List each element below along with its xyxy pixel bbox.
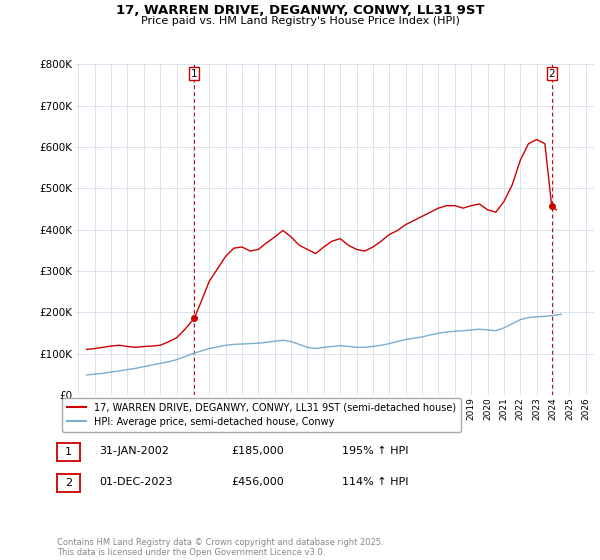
- Text: 01-DEC-2023: 01-DEC-2023: [99, 477, 173, 487]
- Text: 17, WARREN DRIVE, DEGANWY, CONWY, LL31 9ST: 17, WARREN DRIVE, DEGANWY, CONWY, LL31 9…: [116, 4, 484, 17]
- Text: 1: 1: [65, 447, 72, 457]
- Text: Price paid vs. HM Land Registry's House Price Index (HPI): Price paid vs. HM Land Registry's House …: [140, 16, 460, 26]
- Text: 1: 1: [191, 68, 197, 78]
- Text: 2: 2: [65, 478, 72, 488]
- Text: £185,000: £185,000: [231, 446, 284, 456]
- Text: £456,000: £456,000: [231, 477, 284, 487]
- Text: 195% ↑ HPI: 195% ↑ HPI: [342, 446, 409, 456]
- Text: 2: 2: [548, 68, 555, 78]
- Text: 31-JAN-2002: 31-JAN-2002: [99, 446, 169, 456]
- Legend: 17, WARREN DRIVE, DEGANWY, CONWY, LL31 9ST (semi-detached house), HPI: Average p: 17, WARREN DRIVE, DEGANWY, CONWY, LL31 9…: [62, 398, 461, 432]
- Text: 114% ↑ HPI: 114% ↑ HPI: [342, 477, 409, 487]
- Text: Contains HM Land Registry data © Crown copyright and database right 2025.
This d: Contains HM Land Registry data © Crown c…: [57, 538, 383, 557]
